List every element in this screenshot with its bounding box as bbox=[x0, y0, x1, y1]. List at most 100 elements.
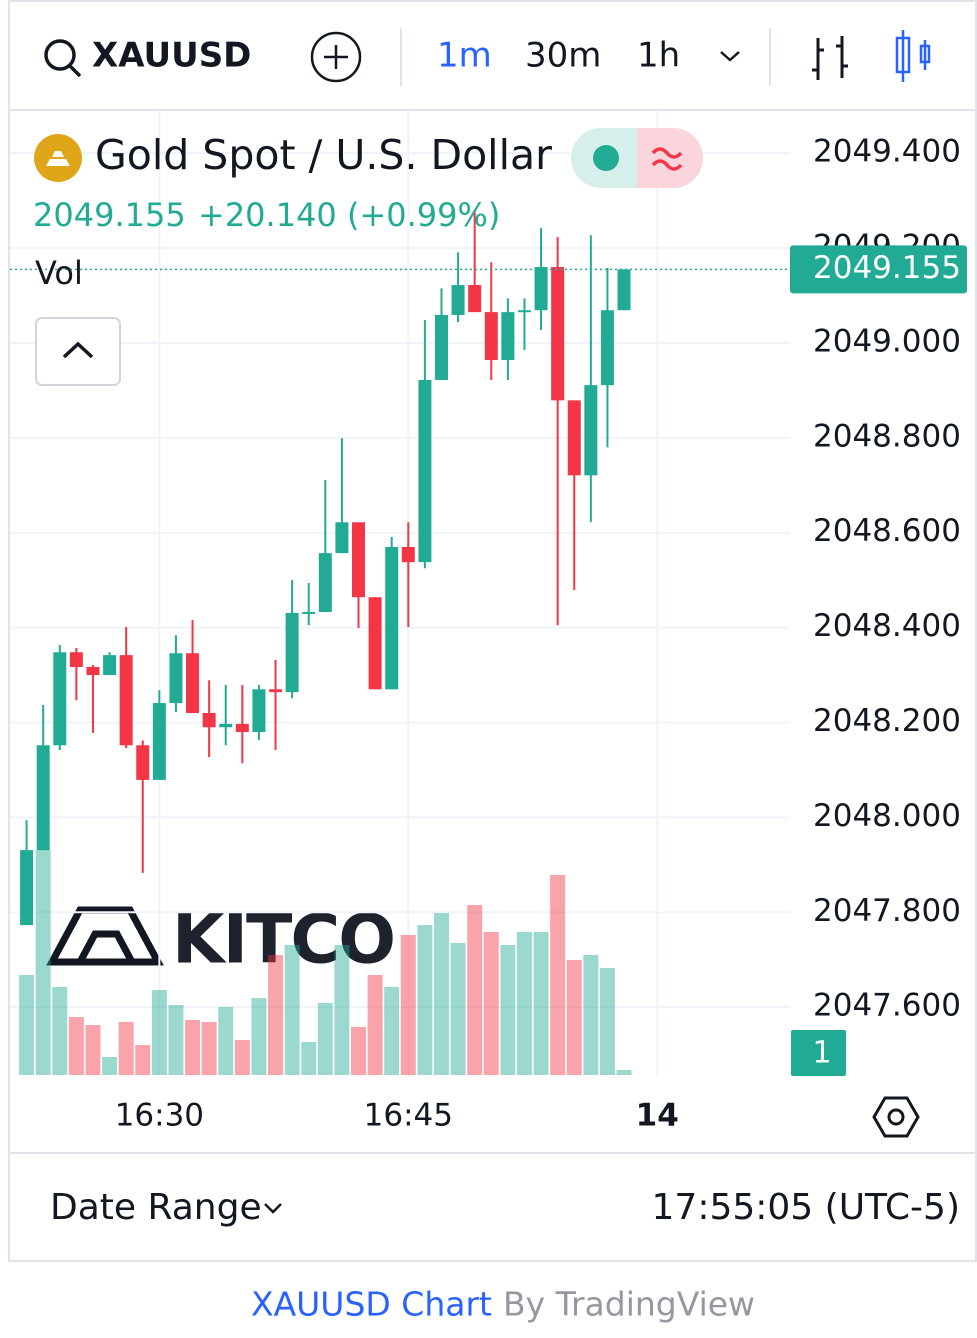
volume-bar bbox=[218, 1007, 234, 1075]
candle-body bbox=[617, 269, 631, 311]
y-tick-label: 2048.800 bbox=[813, 418, 961, 454]
y-tick-label: 2048.400 bbox=[813, 608, 961, 644]
candle-body bbox=[434, 314, 448, 380]
volume-legend: Vol bbox=[35, 254, 83, 292]
watermark: KITCO bbox=[172, 901, 394, 980]
compare-button[interactable] bbox=[310, 31, 362, 83]
y-tick-label: 2048.600 bbox=[813, 513, 961, 549]
collapse-icon bbox=[62, 341, 94, 359]
candle-body bbox=[152, 703, 166, 780]
interval-button[interactable]: 30m bbox=[525, 36, 601, 76]
candle-body bbox=[285, 612, 299, 693]
candle-body bbox=[103, 655, 117, 676]
symbol[interactable]: XAUUSD bbox=[92, 36, 251, 76]
candle-body bbox=[401, 546, 415, 563]
y-tick-label: 2047.800 bbox=[813, 893, 961, 929]
y-tick-label: 2049.400 bbox=[813, 134, 961, 170]
volume-bar bbox=[251, 998, 267, 1075]
candle-body bbox=[69, 652, 83, 667]
candle-body bbox=[186, 653, 200, 714]
volume-bar bbox=[616, 1070, 632, 1075]
volume-bar bbox=[433, 913, 449, 1075]
candle-body bbox=[600, 310, 614, 386]
volume-bar bbox=[102, 1057, 118, 1075]
compare-plus bbox=[324, 45, 348, 69]
gold-bars-icon bbox=[46, 151, 70, 166]
candle-body bbox=[501, 312, 515, 361]
legend: Gold Spot / U.S. Dollar 2049.155 +20.140… bbox=[33, 128, 703, 386]
volume-bar bbox=[351, 1027, 367, 1075]
volume-bar bbox=[516, 932, 532, 1075]
clock: 17:55:05 (UTC-5) bbox=[652, 1187, 960, 1228]
volume-bar bbox=[52, 987, 68, 1075]
volume-bar bbox=[583, 955, 599, 1075]
volume-bar bbox=[151, 990, 167, 1075]
volume-bar bbox=[450, 943, 466, 1075]
last-price-badge bbox=[790, 245, 967, 294]
y-tick-label: 2049.000 bbox=[813, 323, 961, 359]
candle-body bbox=[352, 522, 366, 598]
volume-bar bbox=[168, 1005, 184, 1075]
interval-dropdown[interactable] bbox=[720, 51, 740, 62]
chart-link[interactable]: XAUUSD Chart bbox=[251, 1285, 492, 1324]
volume-bar bbox=[400, 935, 416, 1075]
candle-type-icon[interactable] bbox=[895, 30, 931, 82]
candle-body bbox=[335, 522, 349, 554]
toolbar: XAUUSD 1m 30m 1h bbox=[44, 28, 931, 86]
candle-body bbox=[385, 546, 399, 690]
volume-bar bbox=[483, 932, 499, 1075]
volume-bar bbox=[234, 1040, 250, 1075]
volume-bar bbox=[566, 960, 582, 1075]
volume-bar bbox=[19, 975, 35, 1075]
candle-body bbox=[53, 652, 67, 746]
volume-bar bbox=[284, 945, 300, 1075]
candle-body bbox=[119, 655, 133, 746]
candle-body bbox=[451, 285, 465, 315]
candle-body bbox=[302, 611, 316, 614]
collapse-legend-button[interactable] bbox=[35, 317, 121, 386]
interval-button[interactable]: 1m bbox=[437, 36, 492, 76]
y-tick-label: 2048.200 bbox=[813, 703, 961, 739]
volume-bar bbox=[135, 1045, 151, 1075]
legend-price: 2049.155 bbox=[33, 196, 186, 234]
interval-button[interactable]: 1h bbox=[637, 36, 680, 76]
volume-bar bbox=[467, 905, 483, 1075]
candle-body bbox=[567, 400, 581, 476]
legend-change: +20.140 (+0.99%) bbox=[198, 196, 500, 234]
x-tick-label: 16:30 bbox=[115, 1098, 204, 1134]
candle-body bbox=[534, 267, 548, 311]
candle-body bbox=[86, 666, 100, 676]
candle-body bbox=[136, 745, 150, 780]
y-tick-label: 2047.600 bbox=[813, 988, 961, 1024]
candle-body bbox=[252, 689, 266, 732]
volume-bar bbox=[268, 955, 284, 1075]
volume-bar bbox=[68, 1017, 84, 1075]
candle-body bbox=[202, 713, 216, 728]
scale-badge: 1 bbox=[812, 1036, 831, 1071]
status-pill-right bbox=[637, 128, 703, 188]
volume-bar bbox=[533, 932, 549, 1075]
date-range-button[interactable]: Date Range bbox=[50, 1187, 262, 1228]
search-icon[interactable] bbox=[44, 39, 76, 71]
candle-body bbox=[468, 285, 482, 313]
market-open-dot bbox=[593, 145, 619, 171]
volume-bar bbox=[35, 850, 51, 1075]
settings-icon[interactable] bbox=[872, 1096, 920, 1138]
delayed-icon bbox=[651, 147, 683, 171]
bar-type-icon[interactable] bbox=[812, 36, 848, 80]
volume-bar bbox=[417, 925, 433, 1075]
x-tick-label: 14 bbox=[636, 1098, 679, 1134]
candle-body bbox=[235, 723, 249, 732]
search-icon-handle bbox=[68, 64, 82, 78]
last-price-label: 2049.155 bbox=[813, 250, 961, 286]
plot-area: KITCO bbox=[10, 110, 790, 1075]
volume-bar bbox=[334, 945, 350, 1075]
candle-body bbox=[20, 850, 34, 926]
y-tick-label: 2048.000 bbox=[813, 798, 961, 834]
volume-bar bbox=[500, 945, 516, 1075]
volume-bar bbox=[201, 1022, 217, 1075]
volume-bar bbox=[367, 975, 383, 1075]
scale-badge-box bbox=[791, 1030, 846, 1076]
